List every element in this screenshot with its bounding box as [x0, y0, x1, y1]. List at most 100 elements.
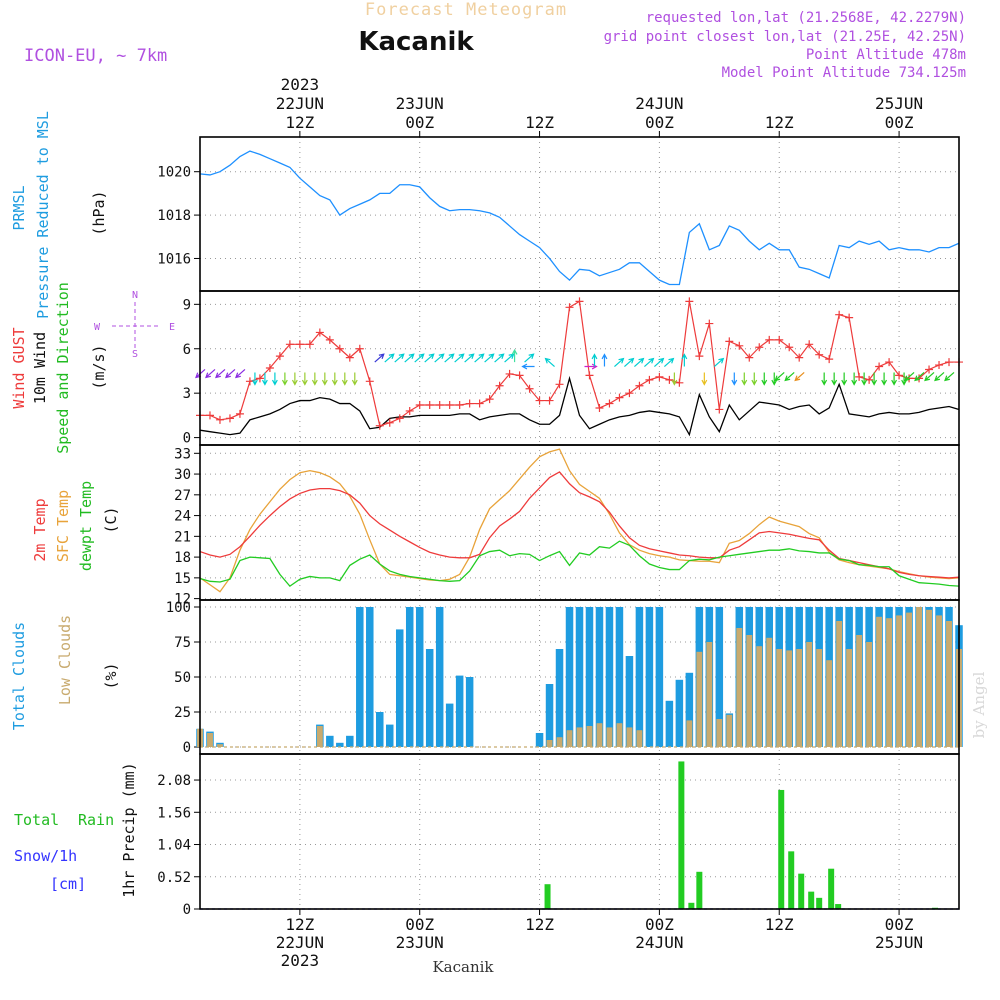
compass-w: W — [94, 322, 101, 333]
panels-layer: 1016101810200369121518212427303302550751… — [157, 136, 963, 918]
wind-direction-arrow — [484, 353, 495, 363]
requested-coords: requested lon,lat (21.2568E, 42.2279N) — [646, 10, 966, 26]
top-axis-label: 22JUN — [276, 94, 324, 113]
total-cloud-bar — [675, 679, 684, 747]
wind-gust-marker — [395, 414, 404, 423]
total-cloud-bar — [545, 684, 554, 747]
precip-ytick-label: 0.52 — [157, 870, 191, 886]
bottom-axis-label: 00Z — [645, 915, 674, 934]
wind-direction-arrow — [794, 371, 805, 382]
low-cloud-bar — [316, 726, 323, 747]
low-cloud-bar — [876, 616, 883, 747]
pressure-ytick-label: 1018 — [157, 208, 191, 224]
wind-gust-marker — [355, 344, 364, 353]
snow-unit-label: [cm] — [50, 875, 86, 893]
wind-gust-marker — [425, 401, 434, 410]
wind-gust-marker — [655, 372, 664, 381]
top-axis-label: 25JUN — [875, 94, 923, 113]
wind-gust-marker — [605, 399, 614, 408]
total-clouds-label: Total Clouds — [10, 622, 28, 730]
wind-direction-arrow — [914, 371, 925, 382]
wind-gust-marker — [315, 328, 324, 337]
total-cloud-bar — [386, 724, 394, 747]
temp-panel-bg — [200, 445, 959, 600]
low-cloud-bar — [766, 637, 773, 747]
low-cloud-bar — [716, 719, 723, 747]
clouds-panel-labels: Total Clouds Low Clouds (%) — [10, 615, 120, 730]
pressure-ytick-label: 1020 — [157, 165, 191, 181]
wind-direction-arrow — [521, 363, 535, 370]
wind-panel-bg — [200, 291, 959, 445]
low-cloud-bar — [856, 635, 863, 747]
wind-gust-marker — [525, 384, 534, 393]
wind-gust-marker — [495, 381, 504, 390]
low-cloud-bar — [217, 744, 223, 747]
grid-point-coords: grid point closest lon,lat (21.25E, 42.2… — [604, 29, 966, 45]
wind-gust-marker — [875, 362, 884, 371]
wind-gust-marker — [535, 396, 544, 405]
total-cloud-bar — [395, 629, 404, 747]
wind-gust-marker — [485, 395, 494, 404]
watermark: by Angel — [970, 671, 988, 738]
point-altitude: Point Altitude 478m — [806, 47, 966, 63]
wind-gust-marker — [925, 365, 934, 374]
wind-gust-marker — [295, 340, 304, 349]
wind-direction-arrow — [311, 372, 318, 386]
low-cloud-bar — [636, 730, 643, 747]
wind-gust-marker — [335, 344, 344, 353]
low-cloud-bar — [207, 733, 213, 747]
wind-gust-marker — [755, 343, 764, 352]
wind-gust-marker — [665, 375, 674, 384]
total-cloud-bar — [326, 735, 334, 747]
total-label: Total — [14, 811, 59, 829]
wind-gust-marker — [855, 372, 864, 381]
t2m-line — [199, 471, 960, 579]
total-cloud-bar — [625, 656, 634, 747]
compass-n: N — [132, 290, 138, 301]
pressure-unit-label: (hPa) — [90, 190, 108, 235]
total-cloud-bar — [405, 607, 414, 747]
low-cloud-bar — [616, 723, 623, 747]
wind-gust-marker — [775, 335, 784, 344]
wind-direction-arrow — [301, 372, 308, 386]
wind-gust-marker — [595, 403, 604, 412]
wind-gust-marker — [375, 421, 384, 430]
wind-gust-marker — [935, 361, 944, 370]
compass-rose: N S W E — [94, 290, 175, 360]
total-cloud-bar — [655, 607, 664, 747]
clouds-ytick-label: 50 — [174, 670, 191, 686]
wind-gust-marker — [415, 401, 424, 410]
total-cloud-bar — [585, 607, 594, 747]
model-point-altitude: Model Point Altitude 734.125m — [722, 65, 966, 81]
rain-bar — [688, 902, 695, 909]
wind-gust-marker — [275, 352, 284, 361]
temp-unit-label: (C) — [102, 506, 120, 533]
wind-direction-arrow — [524, 353, 535, 363]
temp-ytick-label: 30 — [174, 467, 191, 483]
low-cloud-bar — [626, 727, 633, 747]
wind-speed-line — [199, 375, 960, 437]
total-cloud-bar — [535, 733, 544, 747]
rain-label: Rain — [78, 811, 114, 829]
bottom-axis-label: 00Z — [405, 915, 434, 934]
total-cloud-bar — [635, 607, 644, 747]
total-cloud-bar — [366, 607, 374, 747]
total-cloud-bar — [336, 742, 344, 747]
total-cloud-bar — [605, 607, 614, 747]
wind-gust-marker — [675, 378, 684, 387]
bottom-axis-label: 22JUN — [276, 933, 324, 952]
wind-gust-marker — [635, 381, 644, 390]
top-axis-label: 23JUN — [396, 94, 444, 113]
wind-gust-marker — [735, 341, 744, 350]
wind-gust-marker — [325, 335, 334, 344]
wind-direction-arrow — [444, 353, 455, 363]
clouds-ytick-label: 75 — [174, 635, 191, 651]
wind-direction-arrow — [821, 372, 828, 386]
wind-direction-arrow — [831, 372, 838, 386]
bottom-axis-label: 12Z — [525, 915, 554, 934]
total-cloud-bar — [565, 607, 574, 747]
temp-ytick-label: 12 — [174, 592, 191, 608]
wind-direction-arrow — [235, 369, 246, 379]
wind-gust-marker — [785, 343, 794, 352]
rain-bar — [788, 851, 795, 909]
